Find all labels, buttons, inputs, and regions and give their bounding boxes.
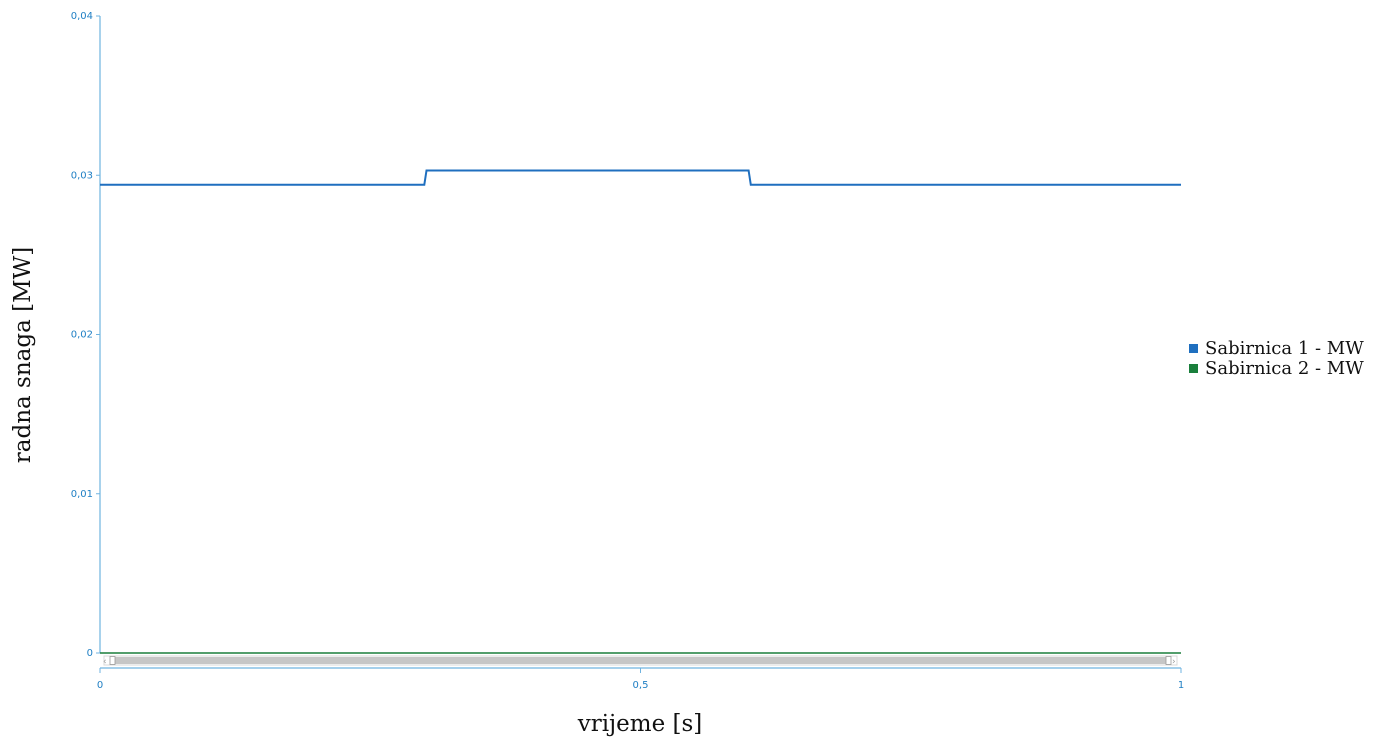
scrollbar-left-arrow[interactable]: ‹ (103, 657, 107, 667)
legend-label: Sabirnica 2 - MW (1205, 358, 1364, 379)
x-tick-label: 0,5 (633, 680, 649, 691)
y-tick-label: 0,04 (71, 11, 93, 22)
horizontal-scrollbar[interactable]: ‹ › (103, 655, 1178, 667)
x-tick-label: 0 (97, 680, 103, 691)
y-tick-label: 0,03 (71, 170, 93, 181)
scrollbar-right-arrow[interactable]: › (1172, 657, 1176, 667)
series-line-1 (100, 169, 1181, 186)
scrollbar-left-handle[interactable] (109, 656, 116, 665)
y-tick-label: 0,01 (71, 489, 93, 500)
y-axis: 0 0,01 0,02 0,03 0,04 (71, 11, 101, 659)
y-tick-label: 0,02 (71, 330, 93, 341)
x-tick-label: 1 (1178, 680, 1184, 691)
scrollbar-right-handle[interactable] (1165, 656, 1172, 665)
series-layer (100, 169, 1181, 654)
y-axis-title: radna snaga [MW] (10, 247, 36, 463)
legend-label: Sabirnica 1 - MW (1205, 338, 1364, 359)
legend-swatch (1189, 364, 1198, 373)
x-axis: 0 0,5 1 (97, 667, 1184, 691)
scrollbar-thumb[interactable] (115, 657, 1166, 664)
y-tick-label: 0 (87, 648, 93, 659)
x-axis-title: vrijeme [s] (577, 711, 703, 737)
legend-swatch (1189, 344, 1198, 353)
